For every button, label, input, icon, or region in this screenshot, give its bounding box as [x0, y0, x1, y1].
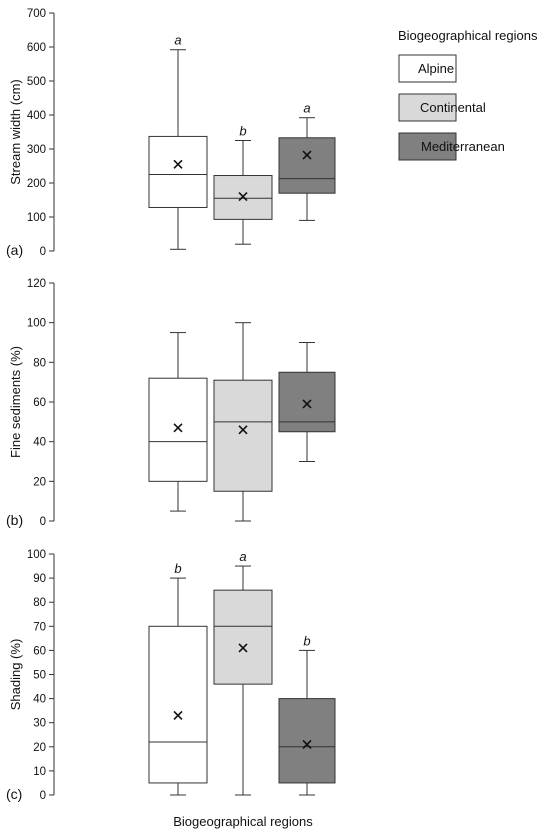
legend-swatch-continental — [398, 93, 457, 122]
significance-letter: a — [303, 101, 310, 116]
significance-letter: b — [239, 124, 246, 139]
y-tick-label: 0 — [40, 246, 46, 258]
iqr-box — [148, 377, 208, 482]
panel-2: 0 20 40 60 80 100 120 Fine sediments (%) (b) — [6, 278, 336, 528]
legend-label-mediterranean: Mediterranean — [421, 139, 505, 154]
y-tick-label: 200 — [27, 178, 46, 190]
box-alpine: b — [148, 561, 208, 796]
mean-marker — [302, 739, 312, 749]
y-tick-label: 120 — [27, 278, 46, 290]
legend: Biogeographical regions Alpine Continent… — [398, 28, 538, 161]
y-tick-label: 40 — [33, 694, 46, 706]
mean-marker — [238, 192, 248, 202]
mean-marker — [173, 423, 183, 433]
box-mediterranean — [278, 342, 336, 462]
box-alpine: a — [148, 33, 208, 250]
mean-marker — [238, 643, 248, 653]
panel-1: 0 100 200 300 400 500 600 700 Stream width (cm) (… — [6, 8, 336, 258]
y-tick-label: 30 — [33, 718, 46, 730]
iqr-box — [278, 137, 336, 194]
box-mediterranean: a — [278, 101, 336, 221]
y-tick-label: 700 — [27, 8, 46, 20]
panel-label: (c) — [6, 786, 22, 802]
iqr-box — [278, 698, 336, 784]
y-tick-label: 50 — [33, 670, 46, 682]
legend-swatch-mediterranean — [398, 132, 457, 161]
mean-marker — [173, 710, 183, 721]
box-alpine — [148, 332, 208, 512]
box-continental — [213, 322, 273, 522]
panel-label: (b) — [6, 512, 23, 528]
y-tick-label: 20 — [33, 742, 46, 754]
mean-marker — [302, 399, 312, 409]
box-continental: a — [213, 549, 273, 796]
significance-letter: a — [239, 549, 246, 564]
significance-letter: a — [174, 33, 181, 48]
x-axis-label: Biogeographical regions — [173, 814, 313, 829]
y-axis-label: Stream width (cm) — [8, 79, 23, 184]
y-tick-label: 80 — [33, 357, 46, 369]
box-mediterranean: b — [278, 633, 336, 796]
y-tick-label: 300 — [27, 144, 46, 156]
iqr-box — [148, 625, 208, 784]
significance-letter: b — [174, 561, 181, 576]
y-tick-label: 100 — [27, 549, 46, 561]
iqr-box — [278, 371, 336, 433]
iqr-box — [213, 379, 273, 492]
y-tick-label: 600 — [27, 42, 46, 54]
y-tick-label: 100 — [27, 212, 46, 224]
legend-label-alpine: Alpine — [418, 61, 454, 76]
legend-title: Biogeographical regions — [398, 28, 538, 43]
y-axis-label: Shading (%) — [8, 639, 23, 711]
panel-label: (a) — [6, 242, 23, 258]
y-tick-label: 70 — [33, 621, 46, 633]
y-tick-label: 80 — [33, 597, 46, 609]
y-tick-label: 90 — [33, 573, 46, 585]
y-axis-label: Fine sediments (%) — [8, 346, 23, 458]
panel-3: 0 10 20 30 40 50 60 70 80 90 100 Shading (%) (c) b a b — [6, 549, 336, 802]
legend-label-continental: Continental — [420, 100, 486, 115]
mean-marker — [302, 150, 312, 160]
y-tick-label: 40 — [33, 437, 46, 449]
significance-letter: b — [303, 633, 310, 648]
mean-marker — [238, 425, 248, 435]
y-tick-label: 10 — [33, 766, 46, 778]
box-continental: b — [213, 124, 273, 245]
iqr-box — [213, 589, 273, 685]
y-tick-label: 0 — [40, 790, 46, 802]
y-tick-label: 0 — [40, 516, 46, 528]
y-tick-label: 500 — [27, 76, 46, 88]
y-tick-label: 400 — [27, 110, 46, 122]
mean-marker — [173, 159, 183, 169]
y-tick-label: 100 — [27, 318, 46, 330]
iqr-box — [148, 135, 208, 208]
y-tick-label: 60 — [33, 645, 46, 657]
y-tick-label: 20 — [33, 476, 46, 488]
legend-swatch-alpine — [398, 54, 457, 83]
y-tick-label: 60 — [33, 397, 46, 409]
